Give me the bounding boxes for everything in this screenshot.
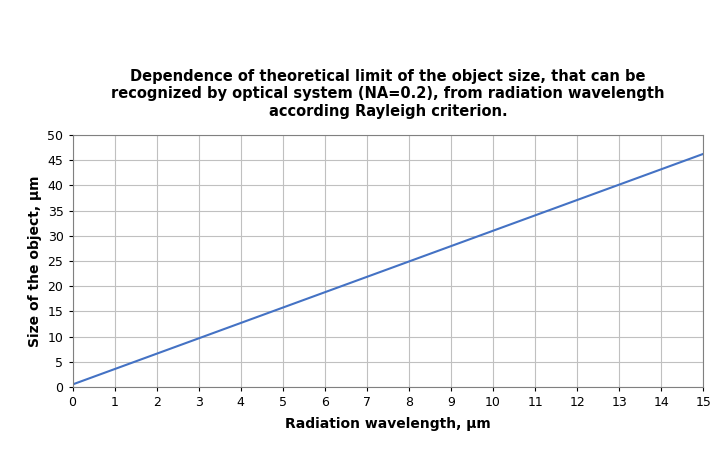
Title: Dependence of theoretical limit of the object size, that can be
recognized by op: Dependence of theoretical limit of the o… — [111, 69, 665, 118]
X-axis label: Radiation wavelength, μm: Radiation wavelength, μm — [285, 417, 491, 432]
Y-axis label: Size of the object, μm: Size of the object, μm — [28, 175, 42, 347]
